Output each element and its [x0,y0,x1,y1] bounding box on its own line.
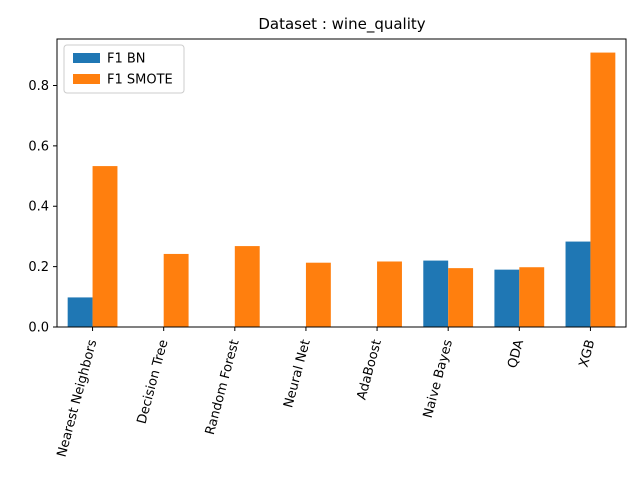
x-tick-label: Nearest Neighbors [55,338,101,459]
y-tick-label: 0.2 [28,260,49,275]
chart-title: Dataset : wine_quality [258,15,425,34]
plot-frame [56,38,627,328]
x-tick-label: Decision Tree [135,338,172,426]
legend-swatch-f1-bn [73,53,100,63]
bar-f1-bn-5 [423,260,449,327]
bar-f1-smote-3 [305,262,331,327]
x-tick-label: Neural Net [281,338,314,409]
legend-label-f1-smote: F1 SMOTE [107,73,173,88]
y-tick-label: 0.6 [28,139,49,154]
bar-f1-smote-6 [519,267,545,327]
x-tick-label: AdaBoost [354,338,384,401]
bar-f1-smote-4 [377,261,402,327]
legend-label-f1-bn: F1 BN [107,52,146,67]
bar-f1-smote-2 [234,246,260,327]
bar-f1-bn-6 [494,269,520,327]
axes-layer: 0.0 0.2 0.4 0.6 0.8 Nearest Neighbors Decision… [28,38,627,459]
bar-f1-bn-0 [67,297,93,327]
legend-swatch-f1-smote [73,74,100,84]
x-tick-label: Naive Bayes [421,338,456,420]
bar-f1-smote-0 [92,166,118,327]
bars-layer [67,52,616,327]
x-tick-label: QDA [505,338,527,370]
bar-f1-smote-7 [590,52,616,327]
legend: F1 BN F1 SMOTE [63,44,185,94]
x-tick-label: XGB [577,338,599,369]
bar-f1-smote-5 [448,268,474,327]
y-tick-label: 0.4 [28,200,49,215]
y-tick-label: 0.8 [28,79,49,94]
bar-f1-smote-1 [163,253,189,327]
bar-f1-bn-7 [565,241,591,327]
x-tick-label: Random Forest [203,338,243,436]
y-tick-label: 0.0 [28,321,49,336]
